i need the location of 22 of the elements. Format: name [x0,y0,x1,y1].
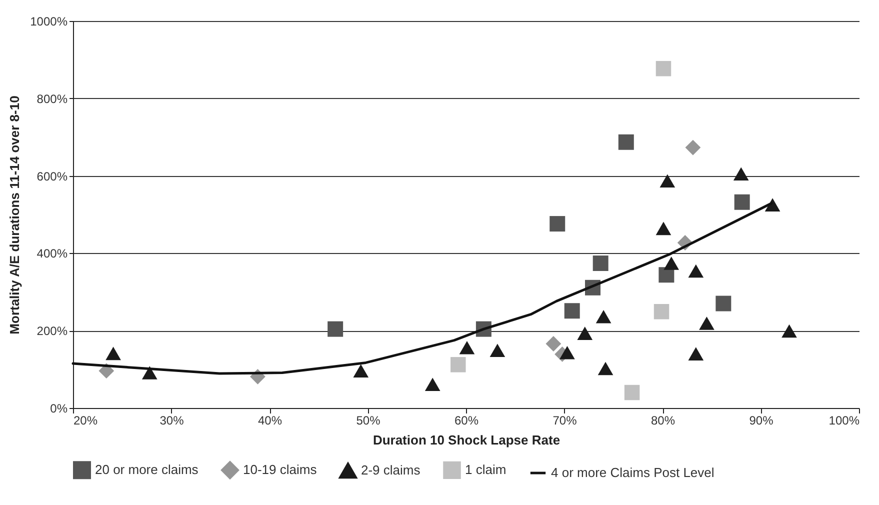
y-tick-label: 600% [36,169,68,184]
y-tick-label: 0% [50,402,68,416]
y-axis-title: Mortality A/E durations 11-14 over 8-10 [7,96,22,334]
legend-label: 1 claim [465,462,506,478]
x-tick-label: 40% [258,414,282,428]
x-tick-label: 20% [74,414,98,428]
y-tick-label: 1000% [30,14,68,28]
x-tick-label: 60% [454,414,479,428]
x-tick-label: 100% [828,414,860,428]
y-tick-label: 800% [36,92,68,106]
legend-label: 20 or more claims [95,462,199,478]
x-tick-label: 50% [356,414,381,428]
y-tick-label: 400% [36,246,68,261]
x-tick-label: 70% [552,414,578,428]
legend-label: 10-19 claims [243,462,318,478]
x-axis-title: Duration 10 Shock Lapse Rate [372,432,560,448]
legend-label: 2-9 claims [361,462,421,478]
legend-label: 4 or more Claims Post Level [551,465,714,480]
x-tick-label: 30% [160,414,184,428]
y-tick-label: 200% [36,324,68,338]
x-tick-label: 90% [749,414,774,428]
x-tick-label: 80% [650,414,676,428]
